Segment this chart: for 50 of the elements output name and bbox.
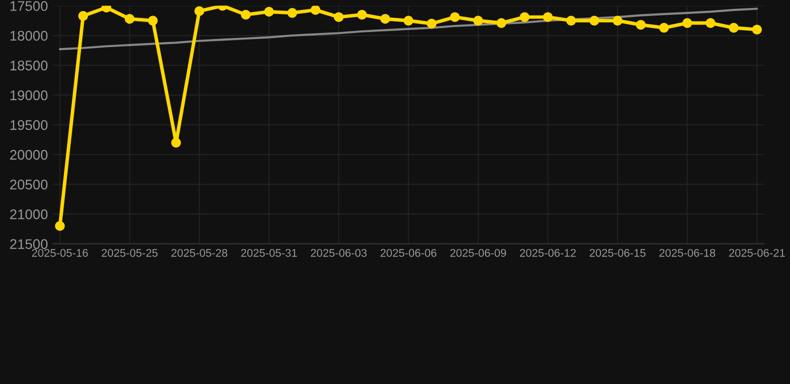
y-tick-label: 18000 — [10, 30, 48, 41]
y-tick-label: 18500 — [10, 60, 48, 70]
x-tick-label: 2025-06-18 — [659, 248, 716, 257]
point — [334, 12, 344, 22]
x-tick-label: 2025-05-16 — [32, 248, 88, 257]
point — [287, 8, 298, 18]
point — [728, 22, 739, 33]
point — [194, 6, 204, 16]
x-tick-label: 2025-06-21 — [729, 248, 785, 257]
y-tick-label: 21500 — [10, 239, 48, 250]
point — [542, 12, 553, 22]
point — [55, 221, 65, 231]
point — [496, 18, 506, 28]
point — [264, 6, 274, 17]
point — [357, 10, 367, 20]
point — [426, 18, 437, 28]
x-tick-label: 2025-06-15 — [590, 248, 646, 257]
y-tick-label: 19500 — [10, 120, 48, 130]
x-tick-label: 2025-05-28 — [171, 248, 228, 257]
y-tick-label: 17500 — [10, 1, 48, 11]
point — [566, 16, 576, 26]
point — [310, 6, 320, 15]
point — [520, 12, 530, 22]
y-tick-label: 20000 — [10, 150, 48, 160]
x-tick-label: 2025-05-31 — [241, 248, 297, 257]
point — [706, 18, 716, 28]
point — [752, 24, 762, 34]
point — [240, 10, 251, 20]
y-tick-label: 21000 — [10, 209, 48, 220]
point — [78, 11, 88, 21]
x-tick-label: 2025-06-06 — [380, 248, 436, 257]
y-tick-label: 19000 — [10, 90, 48, 100]
x-tick-label: 2025-06-03 — [310, 248, 367, 257]
point — [450, 12, 460, 22]
x-tick-label: 2025-06-09 — [450, 248, 506, 257]
point — [682, 18, 692, 28]
point — [589, 16, 600, 26]
point — [124, 14, 134, 24]
x-tick-label: 2025-05-25 — [102, 248, 158, 257]
point — [636, 20, 646, 30]
y-tick-label: 20500 — [10, 180, 48, 190]
point — [659, 22, 669, 33]
point — [171, 138, 181, 148]
point — [473, 16, 483, 26]
point — [380, 14, 390, 24]
line-series — [58, 8, 758, 50]
point — [148, 16, 158, 26]
x-tick-label: 2025-06-12 — [520, 248, 576, 257]
point — [612, 16, 622, 26]
point — [404, 16, 414, 26]
